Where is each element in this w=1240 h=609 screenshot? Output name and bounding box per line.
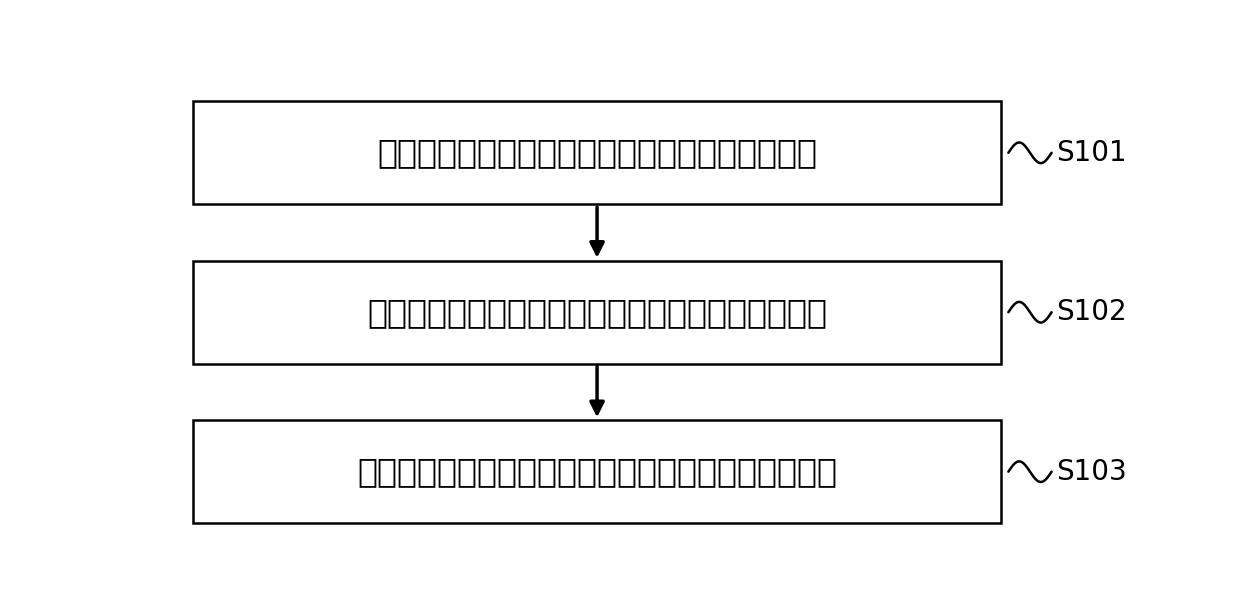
Text: 根据输电线路二端口网络传递方程，得到频长因子: 根据输电线路二端口网络传递方程，得到频长因子 [377, 136, 817, 169]
Text: S101: S101 [1056, 139, 1127, 167]
FancyBboxPatch shape [193, 261, 1001, 364]
Text: 利用系统运行参数和该频长因子，得到谐波传输模型: 利用系统运行参数和该频长因子，得到谐波传输模型 [367, 296, 827, 329]
FancyBboxPatch shape [193, 101, 1001, 205]
FancyBboxPatch shape [193, 420, 1001, 523]
Text: S103: S103 [1056, 458, 1127, 485]
Text: S102: S102 [1056, 298, 1127, 326]
Text: 根据谐波传输模型得到半波长输电线路的谐波传输特性: 根据谐波传输模型得到半波长输电线路的谐波传输特性 [357, 455, 837, 488]
